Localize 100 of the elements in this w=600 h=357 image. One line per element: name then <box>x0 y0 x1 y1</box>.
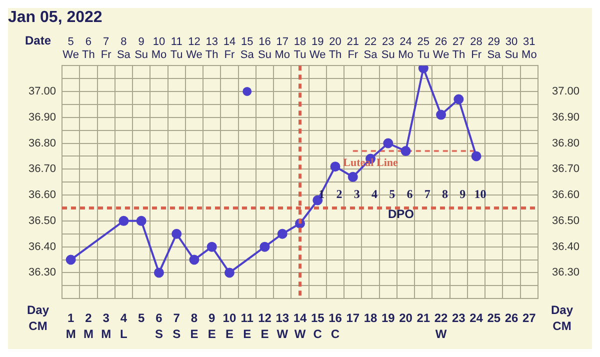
point <box>260 242 270 252</box>
x-tick-label: 21 Fr <box>346 36 360 62</box>
x2-tick-label: 9 E <box>208 311 216 342</box>
x-tick-label: 13 Th <box>205 36 218 62</box>
point <box>206 242 217 252</box>
y2-tick-label: 37.00 <box>552 86 580 98</box>
y-tick-label: 36.80 <box>28 137 56 150</box>
point <box>277 228 288 239</box>
x2-axis-title: Day CM <box>26 302 50 333</box>
x2-tick-label: 15 C <box>310 311 325 342</box>
annotation: 6 <box>406 187 413 202</box>
y-tick-label: 36.70 <box>28 163 56 176</box>
annotation: 8 <box>442 187 448 202</box>
x2-tick-label: 18 <box>364 311 378 326</box>
point <box>118 216 129 226</box>
x2-tick-label: 10 E <box>222 311 236 342</box>
point <box>348 172 358 182</box>
x2-tick-label: 4 L <box>120 311 128 342</box>
point <box>418 66 428 74</box>
x2-tick-label: 11 E <box>240 311 254 342</box>
point <box>383 138 394 148</box>
y2-tick-label: 36.50 <box>552 214 580 227</box>
x-tick-label: 6 Th <box>82 36 95 62</box>
x-tick-label: 23 Su <box>381 36 395 62</box>
y2-tick-label: 36.90 <box>552 111 580 124</box>
x-tick-label: 5 We <box>62 36 79 62</box>
annotation: DPO <box>388 207 414 222</box>
text: Day CM <box>550 302 574 333</box>
x-tick-label: 31 Mo <box>522 36 537 62</box>
point <box>330 162 340 172</box>
annotation: 5 <box>389 187 396 202</box>
x2-tick-label: 23 <box>452 311 466 326</box>
y2-tick-label: 36.80 <box>552 137 580 150</box>
x-tick-label: 10 Mo <box>151 36 167 62</box>
x-tick-label: 29 Sa <box>487 36 502 62</box>
y-tick-label: 36.90 <box>28 111 56 124</box>
point <box>400 146 411 156</box>
chart-title: Jan 05, 2022 <box>8 9 102 26</box>
x2-tick-label: 26 <box>504 311 519 326</box>
x-tick-label: 11 Tu <box>170 36 183 62</box>
x-tick-label: 25 Tu <box>417 36 430 62</box>
point <box>436 110 446 120</box>
x2-tick-label: 19 <box>381 311 396 326</box>
point <box>66 254 76 265</box>
y2-tick-label: 36.40 <box>552 240 580 253</box>
x2-tick-label: 12 E <box>258 311 272 342</box>
x2-tick-label: 6 S <box>154 311 163 342</box>
x2-tick-label: 14 W <box>293 311 307 342</box>
point <box>189 254 200 265</box>
annotation: 9 <box>460 187 466 202</box>
annotation: 3 <box>354 187 360 202</box>
x-tick-label: 20 Th <box>328 36 342 62</box>
x2-tick-label: 25 <box>487 311 501 326</box>
x2-tick-label: 2 M <box>83 311 94 342</box>
point <box>224 268 234 278</box>
y-tick-label: 36.30 <box>28 266 56 279</box>
y-tick-label: 36.60 <box>28 189 56 202</box>
x2-tick-label: 7 S <box>172 311 181 342</box>
y-tick-label: 36.50 <box>28 214 56 227</box>
point <box>136 216 146 226</box>
x-tick-label: 22 Sa <box>364 36 378 62</box>
annotation: 10 <box>474 187 486 202</box>
y2-tick-label: 36.60 <box>552 189 580 202</box>
x-tick-label: 14 Fr <box>223 36 236 62</box>
x2-tick-label: 16 C <box>328 311 342 342</box>
x-tick-label: 26 We <box>432 36 450 62</box>
x2-tick-label: 1 M <box>66 311 76 342</box>
x2-tick-label: 8 E <box>190 311 198 342</box>
x-tick-label: 12 We <box>186 36 202 62</box>
x2-tick-label: 5 <box>138 311 145 326</box>
x-tick-label: 24 Mo <box>398 36 414 62</box>
x-axis-title: Date <box>24 34 52 48</box>
point <box>154 268 164 278</box>
x-tick-label: 8 Sa <box>116 36 132 62</box>
annotation: 2 <box>336 187 342 202</box>
y2-tick-label: 36.30 <box>552 266 580 279</box>
x-tick-label: 9 Su <box>134 36 148 62</box>
y2-tick-label: 36.70 <box>552 163 580 176</box>
annotation: 7 <box>424 187 430 202</box>
x-tick-label: 15 Sa <box>240 36 255 62</box>
y-tick-label: 36.40 <box>28 240 56 253</box>
annotation: 1 <box>318 187 325 202</box>
y-tick-label: 37.00 <box>28 86 56 98</box>
x-tick-label: 16 Su <box>258 36 272 62</box>
x2-tick-label: 21 <box>416 311 430 326</box>
x2-tick-label: 27 <box>522 311 536 326</box>
x2-tick-label: 13 W <box>276 311 290 342</box>
x-tick-label: 18 Tu <box>294 36 306 62</box>
annotation: 4 <box>372 187 378 202</box>
x2-tick-label: 22 W <box>434 311 448 342</box>
point <box>172 228 182 239</box>
x-tick-label: 28 Fr <box>470 36 482 62</box>
x2-tick-label: 3 M <box>101 311 112 342</box>
point <box>242 86 252 96</box>
x-tick-label: 17 Mo <box>274 36 290 62</box>
x2-tick-label: 24 <box>470 311 484 326</box>
point <box>454 94 464 104</box>
x2-tick-label: 20 <box>399 311 413 326</box>
point <box>471 151 482 162</box>
x-tick-label: 27 Th <box>452 36 466 62</box>
